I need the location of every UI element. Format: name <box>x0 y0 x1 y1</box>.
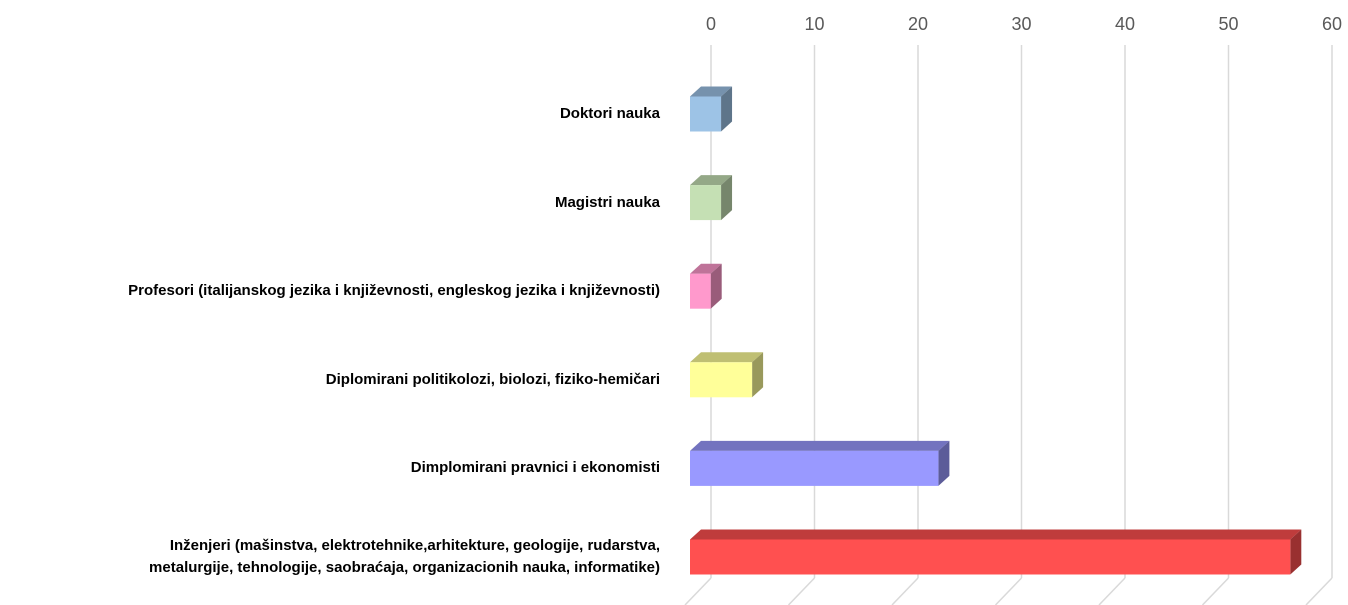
bar-side <box>710 263 722 309</box>
bar-top <box>690 175 733 186</box>
floor-line <box>684 577 712 605</box>
bar-top <box>690 440 950 451</box>
y-tick-label: Dimplomirani pravnici i ekonomisti <box>410 459 660 477</box>
x-tick-label: 40 <box>1115 14 1135 34</box>
x-tick-label: 60 <box>1322 14 1342 34</box>
floor-line <box>891 577 919 605</box>
x-tick-label: 50 <box>1218 14 1238 34</box>
floor-line <box>787 577 816 605</box>
y-tick-label: Doktori nauka <box>559 105 660 122</box>
bar <box>690 362 753 398</box>
y-tick-label: Inženjeri (mašinstva, elektrotehnike,arh… <box>149 537 660 576</box>
bar <box>690 185 722 221</box>
bar-side <box>721 175 733 221</box>
y-tick-label: Diplomirani politikolozi, biolozi, fizik… <box>325 370 660 388</box>
bar-top <box>690 529 1302 540</box>
x-tick-label: 10 <box>804 14 824 34</box>
x-tick-label: 20 <box>908 14 928 34</box>
bar-side <box>752 352 764 398</box>
bar-top <box>690 86 733 97</box>
y-tick-label: Profesori (italijanskog jezika i književ… <box>128 282 660 300</box>
bar <box>690 96 722 132</box>
floor-line <box>994 577 1023 605</box>
bar-side <box>1290 529 1302 575</box>
y-tick-label: Magistri nauka <box>554 193 660 211</box>
floor-line <box>1305 577 1333 605</box>
bar <box>690 273 711 309</box>
bar <box>690 450 939 486</box>
bar-side <box>938 440 950 486</box>
bar-top <box>690 352 764 363</box>
x-tick-label: 0 <box>706 14 716 34</box>
floor-line <box>1201 577 1230 605</box>
floor-line <box>1098 577 1126 605</box>
bar-side <box>721 86 733 132</box>
x-tick-label: 30 <box>1011 14 1031 34</box>
bar-top <box>690 263 722 274</box>
bar <box>690 539 1291 575</box>
